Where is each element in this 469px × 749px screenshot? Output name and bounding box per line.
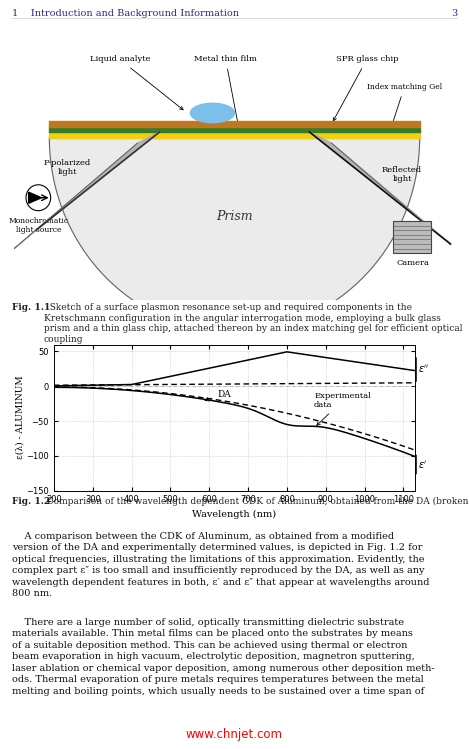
Text: A comparison between the CDK of Aluminum, as obtained from a modified: A comparison between the CDK of Aluminum… xyxy=(12,532,394,541)
Text: P-polarized
light: P-polarized light xyxy=(43,159,91,176)
Text: $\varepsilon'$: $\varepsilon'$ xyxy=(418,459,428,470)
Text: Camera: Camera xyxy=(397,259,430,267)
Text: ods. Thermal evaporation of pure metals requires temperatures between the metal: ods. Thermal evaporation of pure metals … xyxy=(12,676,424,685)
Text: wavelength dependent features in both, ε′ and ε″ that appear at wavelengths arou: wavelength dependent features in both, ε… xyxy=(12,577,430,586)
Text: Reflected
light: Reflected light xyxy=(382,166,422,184)
Text: 800 nm.: 800 nm. xyxy=(12,589,52,598)
Y-axis label: ε(λ) - ALUMINUM: ε(λ) - ALUMINUM xyxy=(16,376,25,459)
Text: Comparison of the wavelength dependent CDK of Aluminum, obtained from the DA (br: Comparison of the wavelength dependent C… xyxy=(41,497,469,506)
Text: optical frequencies, illustrating the limitations of this approximation. Evident: optical frequencies, illustrating the li… xyxy=(12,555,424,564)
Text: Monochromatic
light source: Monochromatic light source xyxy=(8,217,68,234)
Text: version of the DA and experimentally determined values, is depicted in Fig. 1.2 : version of the DA and experimentally det… xyxy=(12,543,423,552)
Text: Metal thin film: Metal thin film xyxy=(194,55,257,125)
Text: 3: 3 xyxy=(451,9,457,18)
Text: laser ablation or chemical vapor deposition, among numerous other deposition met: laser ablation or chemical vapor deposit… xyxy=(12,664,435,673)
Polygon shape xyxy=(310,132,451,244)
Text: There are a large number of solid, optically transmitting dielectric substrate: There are a large number of solid, optic… xyxy=(12,618,404,627)
Text: SPR glass chip: SPR glass chip xyxy=(333,55,398,121)
Text: Liquid analyte: Liquid analyte xyxy=(90,55,183,110)
Polygon shape xyxy=(29,192,41,203)
Text: complex part ε″ is too small and insufficiently reproduced by the DA, as well as: complex part ε″ is too small and insuffi… xyxy=(12,566,424,575)
X-axis label: Wavelength (nm): Wavelength (nm) xyxy=(192,510,277,519)
Ellipse shape xyxy=(190,103,234,123)
Text: Index matching Gel: Index matching Gel xyxy=(367,83,442,131)
Text: Sketch of a surface plasmon resonance set-up and required components in the Kret: Sketch of a surface plasmon resonance se… xyxy=(44,303,462,344)
Text: DA: DA xyxy=(205,389,231,401)
Text: beam evaporation in high vacuum, electrolytic deposition, magnetron sputtering,: beam evaporation in high vacuum, electro… xyxy=(12,652,415,661)
Text: materials available. Thin metal films can be placed onto the substrates by means: materials available. Thin metal films ca… xyxy=(12,629,413,638)
Text: $\varepsilon''$: $\varepsilon''$ xyxy=(418,363,430,374)
Bar xyxy=(393,221,431,253)
Polygon shape xyxy=(14,132,159,249)
Text: www.chnjet.com: www.chnjet.com xyxy=(186,728,282,741)
Text: of a suitable deposition method. This can be achieved using thermal or electron: of a suitable deposition method. This ca… xyxy=(12,641,408,650)
Polygon shape xyxy=(49,138,420,332)
Text: Fig. 1.2: Fig. 1.2 xyxy=(12,497,50,506)
Circle shape xyxy=(26,185,51,210)
Text: Prism: Prism xyxy=(216,210,253,222)
Text: Fig. 1.1: Fig. 1.1 xyxy=(12,303,50,312)
Text: 1    Introduction and Background Information: 1 Introduction and Background Informatio… xyxy=(12,9,239,18)
Text: Experimental
data: Experimental data xyxy=(314,392,371,425)
Text: melting and boiling points, which usually needs to be sustained over a time span: melting and boiling points, which usuall… xyxy=(12,687,424,696)
